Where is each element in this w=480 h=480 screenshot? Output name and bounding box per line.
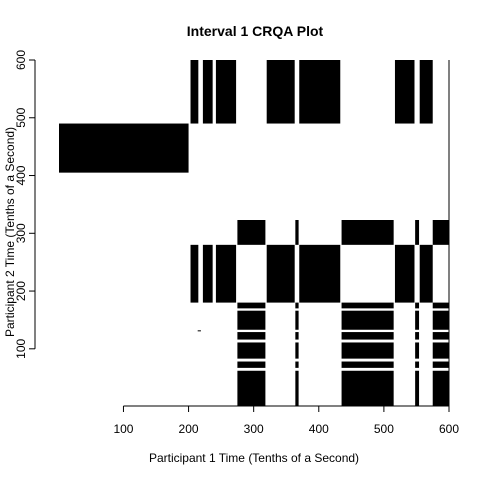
y-tick-label: 100 [14, 338, 28, 358]
recurrence-block [295, 302, 299, 406]
recurrence-block [341, 220, 394, 245]
recurrence-block [59, 123, 189, 173]
recurrence-block [299, 244, 341, 303]
x-tick-label: 300 [244, 422, 264, 436]
recurrence-block [202, 60, 213, 124]
x-axis-label: Participant 1 Time (Tenths of a Second) [149, 451, 359, 465]
y-tick-label: 600 [14, 50, 28, 70]
recurrence-gap [234, 358, 449, 362]
recurrence-block [237, 302, 266, 406]
y-tick-label: 300 [14, 223, 28, 243]
recurrence-gap [234, 329, 449, 333]
recurrence-block [394, 244, 415, 303]
recurrence-block [215, 244, 237, 303]
recurrence-block [266, 60, 295, 124]
recurrence-block [299, 60, 341, 124]
x-tick-label: 100 [113, 422, 133, 436]
recurrence-block [190, 244, 199, 303]
recurrence-block [394, 60, 415, 124]
recurrence-block [266, 244, 295, 303]
recurrence-gap [234, 339, 449, 343]
recurrence-gap [234, 367, 449, 371]
recurrence-gap [234, 308, 449, 311]
recurrence-block [341, 302, 394, 406]
axes: 100 200 300 400 500 600 100 200 300 400 500 600 [14, 50, 459, 436]
plot-area [59, 60, 449, 406]
y-axis-label: Participant 2 Time (Tenths of a Second) [3, 127, 17, 337]
recurrence-block [197, 330, 201, 332]
recurrence-block [415, 302, 420, 406]
x-tick-label: 400 [309, 422, 329, 436]
recurrence-block [432, 220, 449, 245]
y-tick-label: 500 [14, 107, 28, 127]
recurrence-block [295, 220, 299, 245]
recurrence-block [419, 244, 433, 303]
y-tick-label: 400 [14, 165, 28, 185]
y-tick-label: 200 [14, 281, 28, 301]
x-tick-label: 600 [439, 422, 459, 436]
x-tick-label: 500 [374, 422, 394, 436]
recurrence-block [237, 220, 266, 245]
recurrence-block [415, 220, 420, 245]
recurrence-block [202, 244, 213, 303]
x-tick-label: 200 [179, 422, 199, 436]
recurrence-block [432, 302, 449, 406]
recurrence-block [190, 60, 199, 124]
recurrence-block [419, 60, 433, 124]
chart-title: Interval 1 CRQA Plot [187, 23, 324, 39]
recurrence-block [215, 60, 237, 124]
